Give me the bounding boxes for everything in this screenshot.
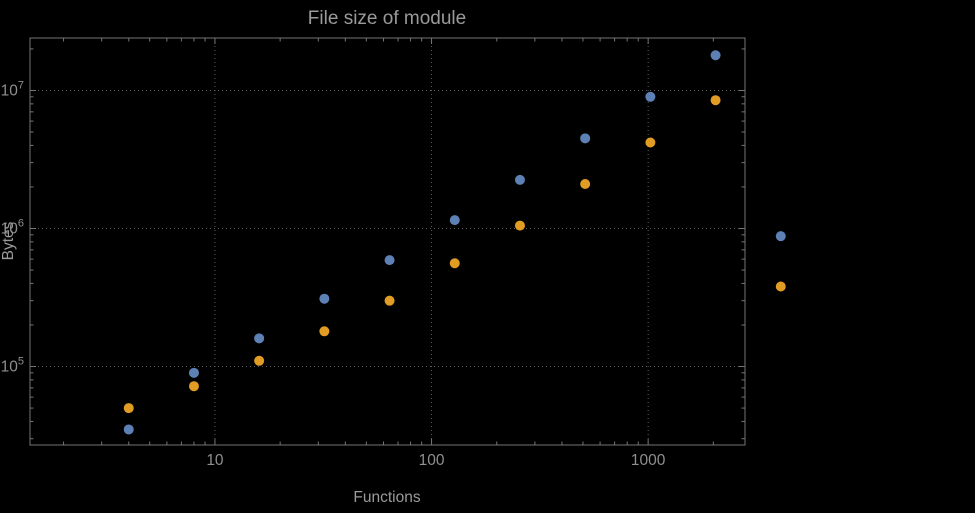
data-point <box>384 255 395 266</box>
data-point <box>254 333 265 344</box>
data-point <box>775 281 786 292</box>
data-point <box>319 326 330 337</box>
data-point <box>775 231 786 242</box>
data-point <box>710 95 721 106</box>
data-point <box>580 179 591 190</box>
x-tick-label: 10 <box>206 452 224 469</box>
data-point <box>645 91 656 102</box>
data-point <box>384 295 395 306</box>
x-axis-label: Functions <box>353 489 420 506</box>
plot-frame <box>29 37 746 446</box>
x-tick-label: 100 <box>419 452 445 469</box>
y-tick-label: 107 <box>1 79 24 99</box>
y-tick-label: 105 <box>1 356 24 376</box>
x-tick-label: 1000 <box>631 452 666 469</box>
data-point <box>254 355 265 366</box>
y-axis-label: Bytes <box>0 221 17 260</box>
data-point <box>514 220 525 231</box>
data-point <box>123 424 134 435</box>
data-point <box>449 215 460 226</box>
data-point <box>123 403 134 414</box>
data-point <box>710 50 721 61</box>
data-point <box>580 133 591 144</box>
data-point <box>188 367 199 378</box>
data-point <box>645 137 656 148</box>
data-point <box>449 258 460 269</box>
data-point <box>188 381 199 392</box>
chart-title: File size of module <box>308 8 466 29</box>
data-point <box>514 174 525 185</box>
data-point <box>319 293 330 304</box>
